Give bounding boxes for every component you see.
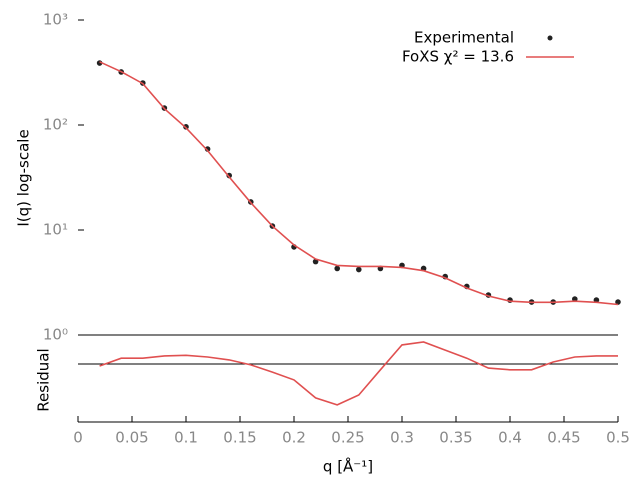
legend-marker — [547, 35, 553, 41]
y-tick-label: 10³ — [43, 11, 68, 29]
data-line — [99, 341, 618, 406]
x-tick-label: 0.35 — [439, 429, 472, 447]
x-tick-label: 0.4 — [498, 429, 522, 447]
y-tick-label: 10⁰ — [43, 326, 68, 344]
x-tick-label: 0.3 — [390, 429, 414, 447]
data-point — [334, 265, 341, 272]
x-tick-label: 0.25 — [331, 429, 364, 447]
x-tick-label: 0 — [73, 429, 83, 447]
data-line — [99, 61, 619, 306]
y-tick-label: 10¹ — [43, 221, 68, 239]
x-tick-label: 0.2 — [282, 429, 306, 447]
y-tick-label: 10² — [43, 116, 68, 134]
x-tick-label: 0.45 — [547, 429, 580, 447]
data-point — [204, 146, 211, 152]
x-axis-label: q [Å⁻¹] — [323, 457, 373, 476]
x-tick-label: 0.1 — [174, 429, 198, 447]
y-axis-label: I(q) log-scale — [15, 129, 33, 226]
x-tick-label: 0.05 — [115, 429, 148, 447]
x-tick-label: 0.5 — [606, 429, 630, 447]
y-axis-label: Residual — [35, 348, 53, 411]
data-point — [572, 296, 578, 302]
data-point — [356, 266, 362, 273]
x-tick-label: 0.15 — [223, 429, 256, 447]
data-point — [615, 299, 621, 305]
legend-label: FoXS χ² = 13.6 — [402, 48, 514, 66]
legend-label: Experimental — [414, 29, 514, 47]
